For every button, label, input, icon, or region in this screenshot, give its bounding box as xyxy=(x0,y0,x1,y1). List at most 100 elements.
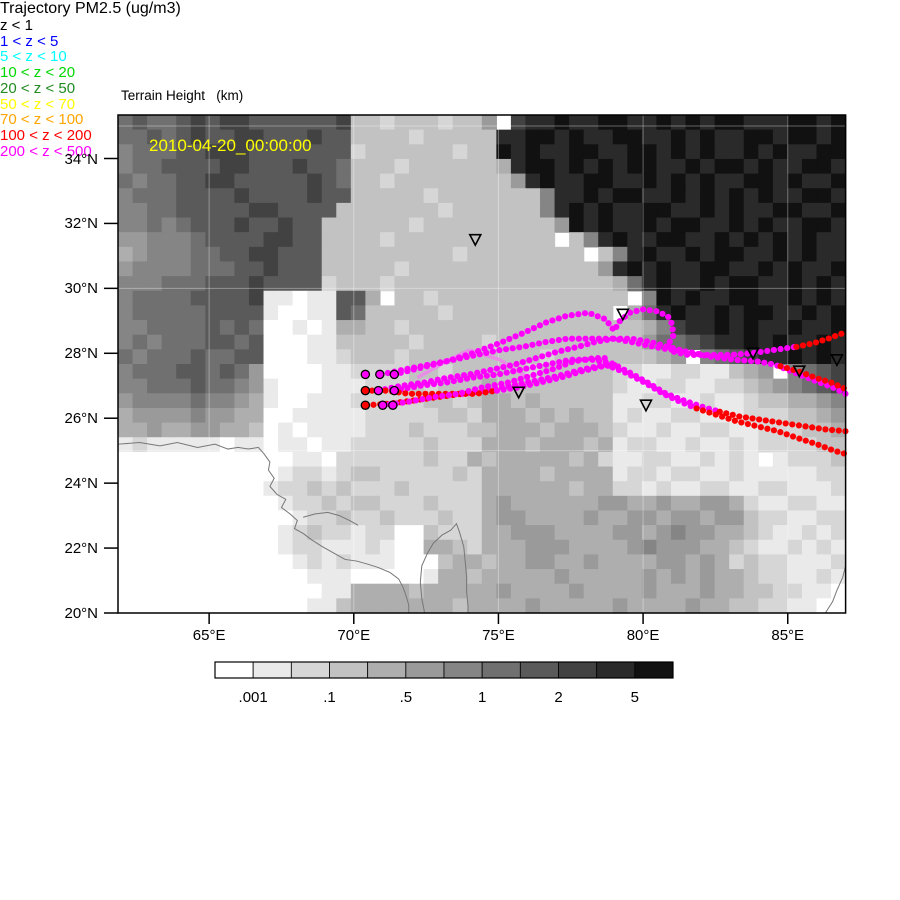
terrain-cell xyxy=(394,129,410,145)
terrain-colorbar xyxy=(214,661,674,679)
terrain-cell xyxy=(161,217,177,233)
terrain-cell xyxy=(641,349,658,365)
terrain-cell xyxy=(263,246,279,263)
terrain-cell xyxy=(336,261,352,277)
terrain-cell xyxy=(452,495,468,512)
graticule xyxy=(118,115,846,613)
terrain-cell xyxy=(219,598,236,614)
terrain-cell xyxy=(350,276,366,292)
terrain-cell xyxy=(467,451,483,468)
terrain-cell xyxy=(423,246,439,263)
terrain-cell xyxy=(612,129,628,145)
terrain-cell xyxy=(598,217,614,233)
terrain-cell xyxy=(118,217,134,233)
terrain-cell xyxy=(147,261,163,277)
terrain-cell xyxy=(714,525,730,541)
terrain-cell xyxy=(423,349,439,365)
terrain-cell xyxy=(670,202,687,219)
colorbar-segment xyxy=(443,661,483,679)
terrain-cell xyxy=(481,539,497,556)
trajectory-dot xyxy=(500,386,507,393)
terrain-cell xyxy=(525,495,541,512)
terrain-cell xyxy=(118,466,134,482)
terrain-cell xyxy=(598,129,614,145)
terrain-cell xyxy=(219,407,236,424)
terrain-cell xyxy=(438,202,454,219)
terrain-cell xyxy=(598,539,614,556)
trajectory-dot xyxy=(470,352,477,359)
terrain-cell xyxy=(278,393,294,409)
terrain-cell xyxy=(831,525,847,541)
terrain-cell xyxy=(729,158,745,175)
terrain-cell xyxy=(831,598,847,614)
terrain-cell xyxy=(670,466,687,482)
terrain-cell xyxy=(714,466,730,482)
trajectory-dot xyxy=(777,345,784,353)
terrain-cell xyxy=(132,144,148,160)
trajectory-dot xyxy=(543,368,550,375)
terrain-cell xyxy=(525,261,541,277)
terrain-cell xyxy=(336,407,352,424)
terrain-cell xyxy=(147,407,163,424)
terrain-cell xyxy=(656,261,672,277)
terrain-cell xyxy=(365,232,381,248)
terrain-cell xyxy=(670,481,687,497)
terrain-cell xyxy=(641,232,658,248)
terrain-cell xyxy=(409,407,425,424)
terrain-cell xyxy=(379,510,396,526)
terrain-cell xyxy=(685,217,701,233)
terrain-cell xyxy=(641,451,658,468)
terrain-cell xyxy=(729,232,745,248)
terrain-cell xyxy=(278,188,294,204)
terrain-cell xyxy=(627,598,643,614)
trajectory-dot xyxy=(777,363,784,370)
trajectory-dot xyxy=(477,373,484,380)
terrain-cell xyxy=(729,378,745,394)
trajectory-dot xyxy=(645,382,652,389)
terrain-cell xyxy=(263,407,279,424)
trajectory-dot xyxy=(465,387,472,395)
legend-entry: 50 < z < 70 xyxy=(0,95,76,113)
terrain-cell xyxy=(816,246,832,263)
terrain-cell xyxy=(525,115,541,131)
terrain-cell xyxy=(350,510,366,526)
terrain-cell xyxy=(583,276,599,292)
terrain-cell xyxy=(758,554,774,570)
terrain-cell xyxy=(132,466,148,482)
trajectory-dot xyxy=(687,402,694,410)
terrain-cell xyxy=(467,393,483,409)
terrain-cell xyxy=(176,276,192,292)
terrain-cell xyxy=(452,290,468,307)
terrain-cell xyxy=(831,569,847,585)
terrain-cell xyxy=(409,246,425,263)
terrain-cell xyxy=(801,481,818,497)
terrain-cell xyxy=(670,144,687,160)
terrain-cell xyxy=(176,451,192,468)
terrain-cell xyxy=(627,129,643,145)
terrain-cell xyxy=(379,305,396,321)
terrain-cell xyxy=(554,261,570,277)
terrain-cell xyxy=(278,378,294,394)
terrain-cell xyxy=(496,232,512,248)
trajectory-dot xyxy=(783,364,791,372)
trajectory-dot xyxy=(616,318,623,325)
terrain-cell xyxy=(365,407,381,424)
terrain-cell xyxy=(147,539,163,556)
terrain-cell xyxy=(714,305,730,321)
terrain-cell xyxy=(816,158,832,175)
terrain-cell xyxy=(496,466,512,482)
terrain-cell xyxy=(394,202,410,219)
terrain-cell xyxy=(307,437,323,453)
terrain-cell xyxy=(292,290,308,307)
terrain-cell xyxy=(423,510,439,526)
terrain-cell xyxy=(467,129,483,145)
terrain-cell xyxy=(379,232,396,248)
terrain-cell xyxy=(365,583,381,599)
terrain-cell xyxy=(379,583,396,599)
terrain-cell xyxy=(496,510,512,526)
terrain-cell xyxy=(161,393,177,409)
terrain-cell xyxy=(394,569,410,585)
trajectory-dot xyxy=(669,394,676,402)
terrain-cell xyxy=(132,495,148,512)
terrain-cell xyxy=(831,305,847,321)
